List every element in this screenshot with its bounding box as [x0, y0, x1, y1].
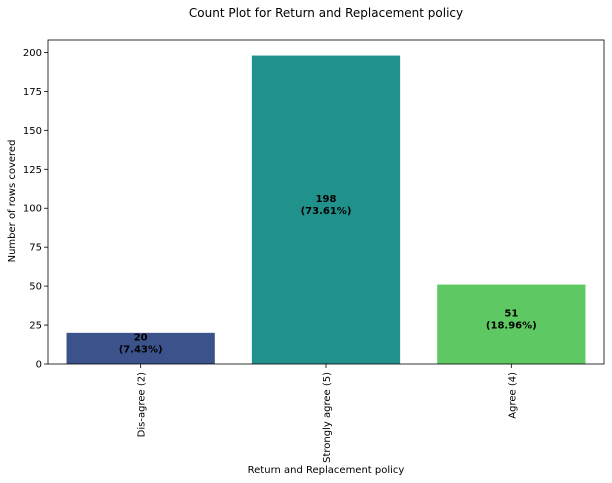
x-tick-label-0: Dis-agree (2): [137, 372, 148, 437]
y-tick-label-4: 100: [23, 204, 42, 215]
bar-value-label-1: 198: [316, 194, 337, 205]
x-tick-label-2: Agree (4): [507, 372, 518, 419]
plot-frame: [47, 39, 605, 365]
y-tick-label-5: 125: [23, 165, 42, 176]
bar-2: [437, 284, 586, 364]
bar-value-label-2: 51: [504, 308, 518, 319]
bar-percent-label-0: (7.43%): [119, 344, 163, 355]
y-tick-label-6: 150: [23, 126, 42, 137]
bar-labels-group: 20(7.43%) 198(73.61%) 51(18.96%): [119, 194, 537, 356]
bar-percent-label-1: (73.61%): [301, 206, 352, 217]
bar-value-label-0: 20: [134, 332, 148, 343]
bar-percent-label-2: (18.96%): [486, 320, 537, 331]
x-axis-ticks: Dis-agree (2) Strongly agree (5) Agree (4): [137, 364, 518, 463]
y-tick-label-3: 75: [29, 243, 42, 254]
y-tick-label-2: 50: [29, 282, 42, 293]
y-tick-label-0: 0: [36, 360, 42, 371]
bar-1: [251, 55, 401, 364]
y-tick-label-8: 200: [23, 48, 42, 59]
y-axis-ticks: 0 25 50 75 100 125 150 175 200: [23, 48, 48, 371]
bars-group: [66, 55, 586, 364]
x-axis-label: Return and Replacement policy: [248, 465, 405, 476]
chart-title: Count Plot for Return and Replacement po…: [189, 6, 463, 20]
y-tick-label-1: 25: [29, 321, 42, 332]
x-tick-label-1: Strongly agree (5): [322, 372, 333, 463]
bar-0: [66, 332, 215, 364]
y-axis-label: Number of rows covered: [7, 140, 18, 263]
y-tick-label-7: 175: [23, 87, 42, 98]
